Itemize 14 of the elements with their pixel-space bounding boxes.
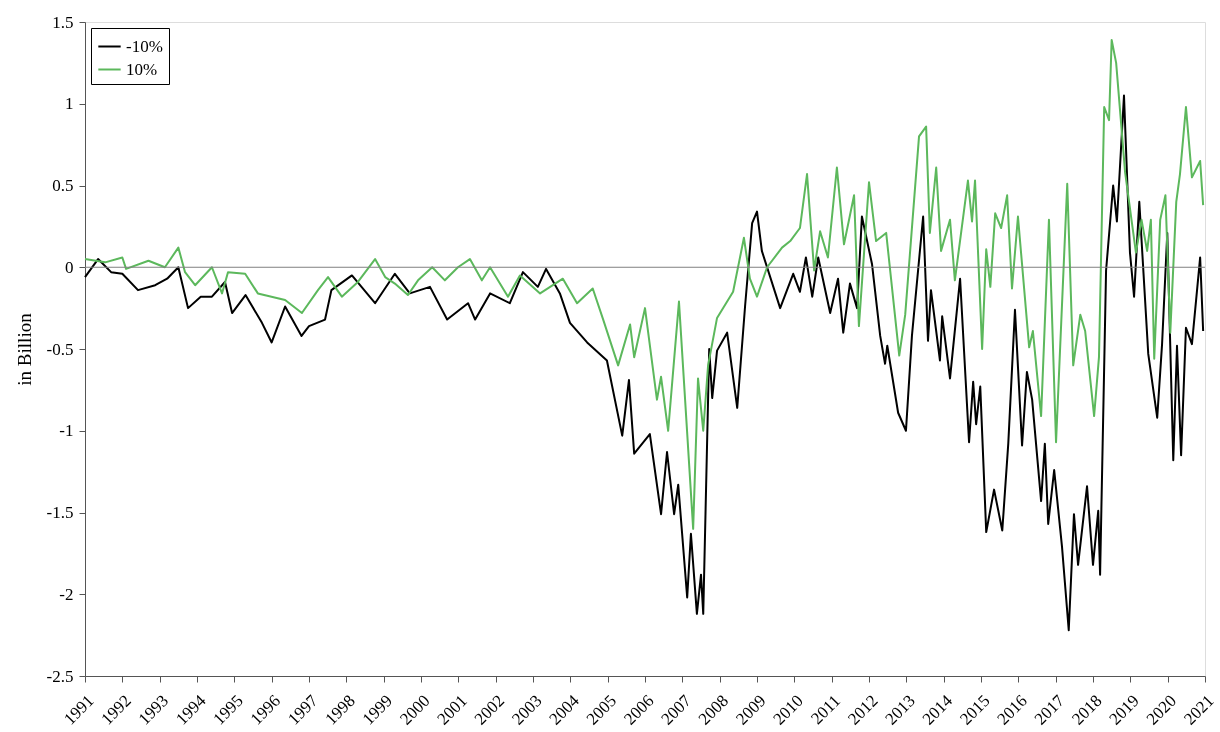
line-series xyxy=(84,94,1205,632)
y-tick-label: -1.5 xyxy=(46,503,74,522)
y-tick-label: -0.5 xyxy=(46,339,74,359)
y-tick-label: -2.5 xyxy=(46,666,74,686)
legend-label: 10% xyxy=(126,59,158,79)
line-series xyxy=(84,38,1205,530)
y-tick-label: 0.5 xyxy=(52,176,74,195)
y-tick-label: -1 xyxy=(59,421,74,441)
y-tick-label: 1 xyxy=(65,94,74,114)
legend-label: -10% xyxy=(126,36,163,56)
y-axis-title: in Billion xyxy=(13,312,35,386)
y-tick-label: 1.5 xyxy=(52,12,74,32)
y-tick-label: 0 xyxy=(65,257,74,277)
y-tick-label: -2 xyxy=(59,584,74,604)
